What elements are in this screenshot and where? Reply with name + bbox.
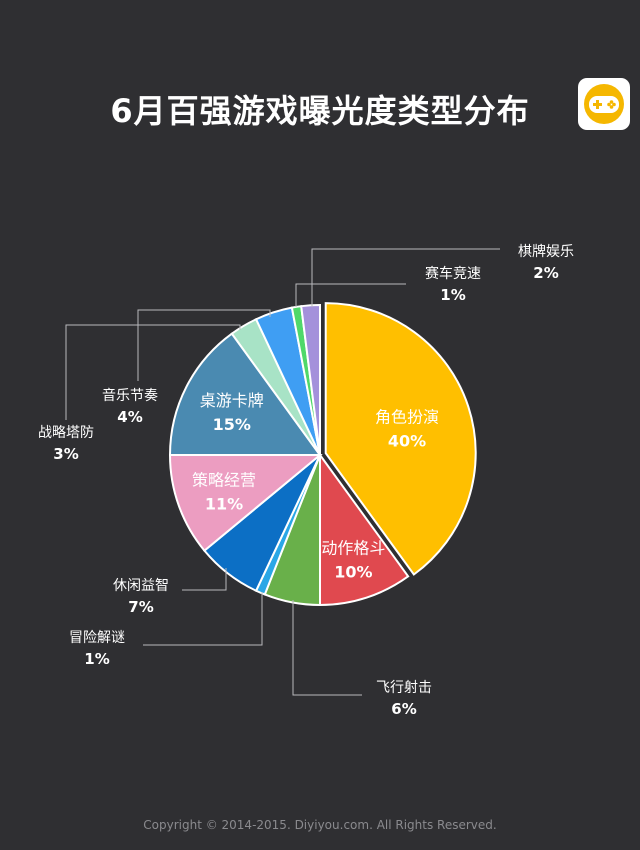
slice-percent: 15% xyxy=(213,415,251,434)
leader-line xyxy=(311,248,500,307)
pie-slice xyxy=(300,303,321,456)
pie-slice xyxy=(168,332,322,456)
slice-label: 休闲益智 xyxy=(113,578,169,594)
slice-label: 音乐节奏 xyxy=(102,387,158,404)
page-title: 6月百强游戏曝光度类型分布 xyxy=(110,92,530,130)
slice-label: 战略塔防 xyxy=(38,425,94,441)
slice-percent: 6% xyxy=(391,700,416,718)
pie-slice xyxy=(168,454,323,553)
slice-percent: 4% xyxy=(117,408,142,426)
leader-line xyxy=(65,324,241,420)
slice-percent: 40% xyxy=(388,432,426,451)
leader-line xyxy=(143,592,263,646)
slice-label: 棋牌娱乐 xyxy=(518,243,574,260)
slice-label: 冒险解谜 xyxy=(69,630,125,646)
slice-percent: 1% xyxy=(440,286,465,304)
slice-label: 飞行射击 xyxy=(376,680,432,696)
pie-slice xyxy=(319,451,410,607)
slice-percent: 11% xyxy=(205,495,243,514)
copyright-text: Copyright © 2014-2015. Diyiyou.com. All … xyxy=(143,818,497,832)
slice-label: 赛车竞速 xyxy=(425,265,481,282)
slice-label: 策略经营 xyxy=(192,471,256,490)
logo xyxy=(578,78,630,130)
leader-line xyxy=(137,309,271,381)
slice-percent: 7% xyxy=(128,598,153,616)
pie-chart: 角色扮演 40% 动作格斗 10% 策略经营 11% 桌游卡牌 15% 飞行射击 6% 冒险解谜 1%… xyxy=(38,243,574,718)
leader-line xyxy=(292,600,362,696)
leader-line xyxy=(295,283,406,307)
slice-label: 桌游卡牌 xyxy=(200,391,264,410)
leader-line xyxy=(182,568,227,591)
slice-percent: 10% xyxy=(334,563,372,582)
gamepad-icon xyxy=(584,84,624,124)
pie-slice xyxy=(324,302,477,576)
slice-label: 角色扮演 xyxy=(375,408,439,427)
slice-label: 动作格斗 xyxy=(321,539,385,558)
slice-percent: 1% xyxy=(84,650,109,668)
slice-percent: 2% xyxy=(533,264,558,282)
slice-percent: 3% xyxy=(53,445,78,463)
